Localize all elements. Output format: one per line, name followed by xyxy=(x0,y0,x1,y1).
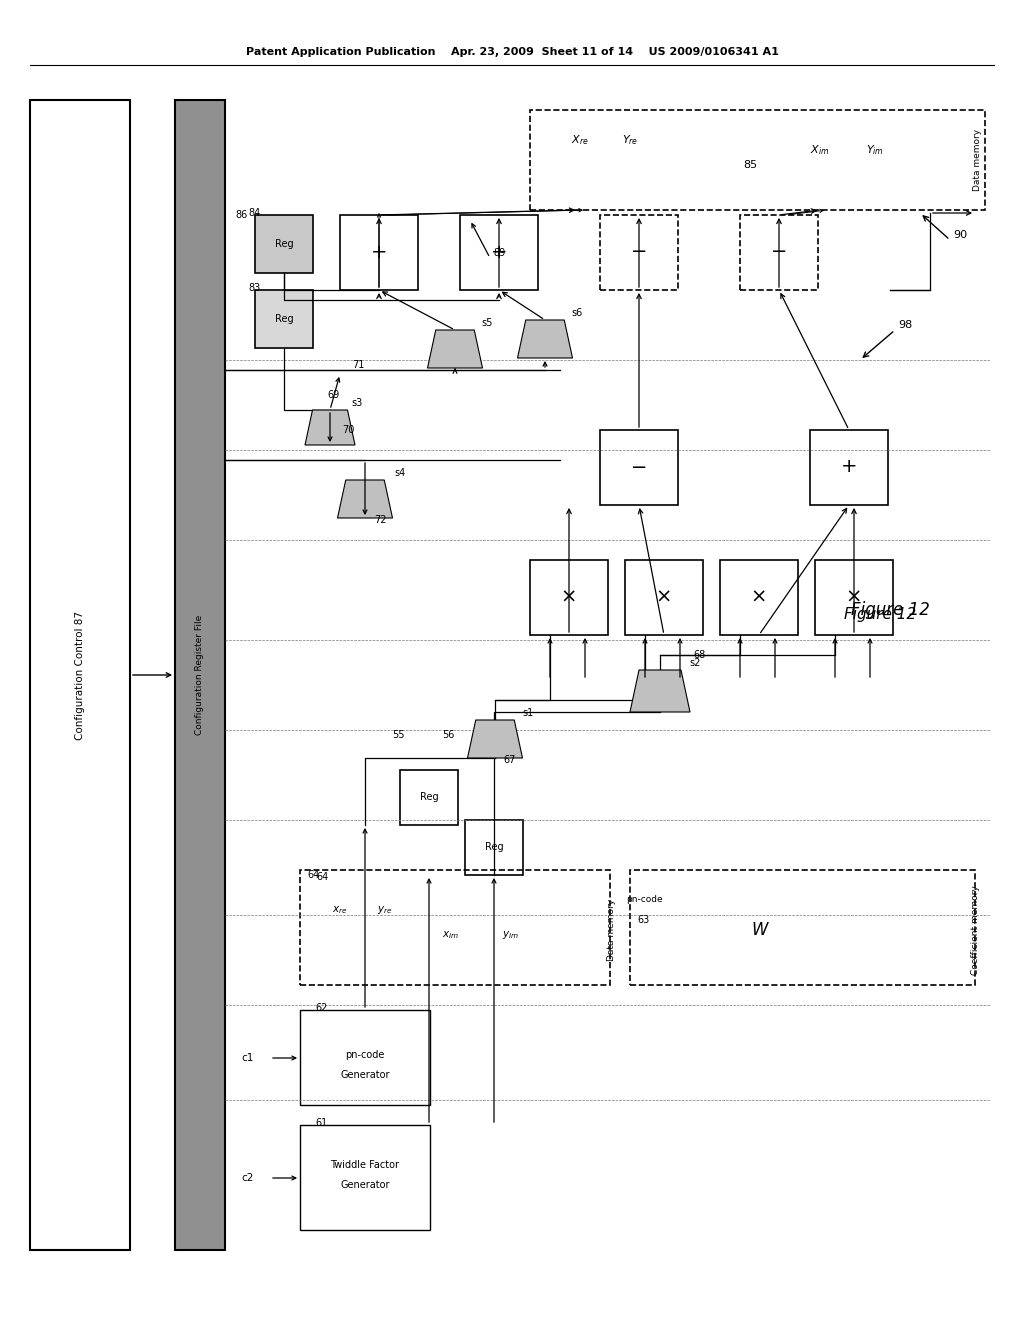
Text: 89: 89 xyxy=(494,248,506,257)
Bar xyxy=(465,820,523,875)
Text: ×: × xyxy=(561,587,578,606)
Text: 85: 85 xyxy=(743,160,757,170)
Text: Data memory: Data memory xyxy=(607,899,616,961)
Text: 69: 69 xyxy=(327,389,339,400)
Text: $Y_{re}$: $Y_{re}$ xyxy=(622,133,638,147)
Bar xyxy=(255,290,313,348)
Text: 64: 64 xyxy=(307,870,319,880)
Text: Generator: Generator xyxy=(340,1180,390,1191)
Text: $y_{im}$: $y_{im}$ xyxy=(502,929,518,941)
Bar xyxy=(810,430,888,506)
Polygon shape xyxy=(630,671,690,711)
Text: Figure 12: Figure 12 xyxy=(851,601,930,619)
Text: Reg: Reg xyxy=(274,314,293,323)
Text: s5: s5 xyxy=(481,318,493,327)
Text: $x_{im}$: $x_{im}$ xyxy=(441,929,459,941)
Bar xyxy=(600,430,678,506)
Text: +: + xyxy=(490,243,507,261)
Text: s6: s6 xyxy=(571,308,583,318)
Text: 67: 67 xyxy=(504,755,516,766)
Text: s2: s2 xyxy=(689,657,700,668)
Text: 72: 72 xyxy=(374,515,386,525)
Bar xyxy=(300,1125,430,1230)
Text: Configuration Control 87: Configuration Control 87 xyxy=(75,610,85,739)
Text: pn-code: pn-code xyxy=(626,895,663,904)
Text: $X_{im}$: $X_{im}$ xyxy=(810,143,829,157)
Text: 90: 90 xyxy=(953,230,967,240)
Text: ×: × xyxy=(846,587,862,606)
Text: 56: 56 xyxy=(441,730,455,741)
Text: $Y_{im}$: $Y_{im}$ xyxy=(866,143,884,157)
Text: Figure 12: Figure 12 xyxy=(844,607,916,623)
Bar xyxy=(255,215,313,273)
Text: Patent Application Publication    Apr. 23, 2009  Sheet 11 of 14    US 2009/01063: Patent Application Publication Apr. 23, … xyxy=(246,48,778,57)
Text: −: − xyxy=(771,243,787,261)
Text: 86: 86 xyxy=(234,210,247,220)
Bar xyxy=(625,560,703,635)
Text: 55: 55 xyxy=(392,730,404,741)
Text: −: − xyxy=(631,243,647,261)
Bar xyxy=(530,110,985,210)
Text: 83: 83 xyxy=(248,282,260,293)
Polygon shape xyxy=(468,719,522,758)
Text: Configuration Register File: Configuration Register File xyxy=(196,615,205,735)
Polygon shape xyxy=(338,480,392,517)
Polygon shape xyxy=(517,319,572,358)
Text: c2: c2 xyxy=(242,1173,254,1183)
Text: 84: 84 xyxy=(248,209,260,218)
Bar xyxy=(630,870,975,985)
Text: ×: × xyxy=(751,587,767,606)
Text: $X_{re}$: $X_{re}$ xyxy=(571,133,589,147)
Text: 98: 98 xyxy=(898,319,912,330)
Text: 63: 63 xyxy=(638,915,650,925)
Polygon shape xyxy=(305,411,355,445)
Text: +: + xyxy=(371,243,387,261)
Text: Reg: Reg xyxy=(420,792,438,803)
Bar xyxy=(720,560,798,635)
Bar xyxy=(530,560,608,635)
Bar xyxy=(175,100,225,1250)
Text: +: + xyxy=(841,458,857,477)
Text: 71: 71 xyxy=(352,360,365,370)
Text: s1: s1 xyxy=(522,708,534,718)
Bar xyxy=(600,215,678,290)
Text: ×: × xyxy=(655,587,672,606)
Text: 64: 64 xyxy=(316,873,329,882)
Text: Coefficient memory: Coefficient memory xyxy=(972,886,981,975)
Bar xyxy=(300,870,610,985)
Bar xyxy=(740,215,818,290)
Text: Data memory: Data memory xyxy=(974,129,982,191)
Text: pn-code: pn-code xyxy=(345,1049,385,1060)
Text: Reg: Reg xyxy=(484,842,504,851)
Text: Twiddle Factor: Twiddle Factor xyxy=(331,1160,399,1170)
Text: 70: 70 xyxy=(342,425,354,436)
Bar xyxy=(460,215,538,290)
Text: $x_{re}$: $x_{re}$ xyxy=(332,904,348,916)
Text: Generator: Generator xyxy=(340,1071,390,1080)
Bar xyxy=(300,1010,430,1105)
Text: 61: 61 xyxy=(315,1118,328,1129)
Bar xyxy=(340,215,418,290)
Polygon shape xyxy=(427,330,482,368)
Bar xyxy=(815,560,893,635)
Bar xyxy=(400,770,458,825)
Text: 62: 62 xyxy=(315,1003,328,1012)
Text: s4: s4 xyxy=(394,469,406,478)
Text: −: − xyxy=(631,458,647,477)
Text: 68: 68 xyxy=(694,649,707,660)
Text: Reg: Reg xyxy=(274,239,293,249)
Text: W: W xyxy=(752,921,768,939)
Text: s3: s3 xyxy=(351,399,362,408)
Text: c1: c1 xyxy=(242,1053,254,1063)
Text: $y_{re}$: $y_{re}$ xyxy=(377,904,393,916)
Bar xyxy=(30,100,130,1250)
